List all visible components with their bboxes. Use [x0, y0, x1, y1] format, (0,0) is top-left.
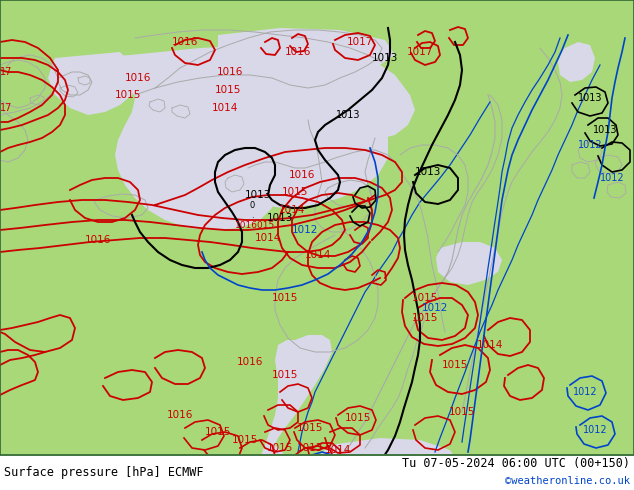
Text: 1015: 1015: [412, 313, 438, 323]
Text: Tu 07-05-2024 06:00 UTC (00+150): Tu 07-05-2024 06:00 UTC (00+150): [402, 458, 630, 470]
Polygon shape: [48, 52, 138, 115]
Text: 1012: 1012: [578, 140, 602, 150]
Text: 1015: 1015: [267, 443, 293, 453]
Text: 1015: 1015: [232, 435, 258, 445]
Text: 1012: 1012: [600, 173, 624, 183]
Text: 17: 17: [0, 67, 12, 77]
Text: 1017: 1017: [347, 37, 373, 47]
Text: Surface pressure [hPa] ECMWF: Surface pressure [hPa] ECMWF: [4, 466, 204, 479]
Text: 1016: 1016: [167, 410, 193, 420]
Text: 1016: 1016: [285, 47, 311, 57]
Text: .: .: [250, 211, 254, 220]
Text: 1015: 1015: [297, 423, 323, 433]
Text: 1016: 1016: [172, 37, 198, 47]
Text: 17: 17: [0, 103, 12, 113]
Text: 1015: 1015: [215, 85, 241, 95]
Text: 1016: 1016: [125, 73, 151, 83]
Text: 1012: 1012: [309, 460, 335, 470]
Text: 1012: 1012: [583, 425, 607, 435]
Text: 1016: 1016: [289, 170, 315, 180]
Text: 1013: 1013: [415, 167, 441, 177]
Text: 1013: 1013: [578, 93, 602, 103]
Polygon shape: [60, 45, 415, 230]
Text: 1015: 1015: [449, 407, 476, 417]
Text: 1014: 1014: [255, 233, 281, 243]
Text: 0: 0: [249, 200, 255, 210]
Polygon shape: [436, 242, 502, 285]
Text: 1015: 1015: [205, 427, 231, 437]
Text: 1013: 1013: [267, 213, 293, 223]
Text: 1016: 1016: [237, 357, 263, 367]
Text: 1015: 1015: [115, 90, 141, 100]
Text: 1015: 1015: [412, 293, 438, 303]
Text: 1013: 1013: [297, 443, 323, 453]
Text: 1015: 1015: [272, 293, 298, 303]
Text: 1014: 1014: [212, 103, 238, 113]
Text: 1014: 1014: [279, 205, 305, 215]
Text: 1014: 1014: [325, 445, 351, 455]
Text: 1012: 1012: [292, 225, 318, 235]
Text: 1015: 1015: [345, 413, 371, 423]
Text: 1012: 1012: [422, 303, 448, 313]
Text: 1016: 1016: [85, 235, 111, 245]
Polygon shape: [558, 42, 595, 82]
Text: 1016015: 1016015: [235, 220, 275, 229]
Text: 1014: 1014: [305, 250, 331, 260]
Text: 1013: 1013: [372, 53, 398, 63]
Polygon shape: [130, 88, 388, 208]
Text: 1017: 1017: [407, 47, 433, 57]
Text: 1013: 1013: [593, 125, 618, 135]
Polygon shape: [320, 438, 460, 480]
Polygon shape: [218, 28, 395, 72]
Text: 1015: 1015: [272, 370, 298, 380]
Text: 1012: 1012: [573, 387, 597, 397]
Text: 1013: 1013: [245, 190, 271, 200]
Text: 1016: 1016: [217, 67, 243, 77]
Text: 1015: 1015: [281, 187, 308, 197]
Text: 1015: 1015: [442, 360, 468, 370]
Text: ©weatheronline.co.uk: ©weatheronline.co.uk: [505, 476, 630, 486]
Text: 1014: 1014: [477, 340, 503, 350]
Bar: [0, 455, 634, 490]
Text: 1013: 1013: [336, 110, 360, 120]
Polygon shape: [260, 335, 332, 472]
